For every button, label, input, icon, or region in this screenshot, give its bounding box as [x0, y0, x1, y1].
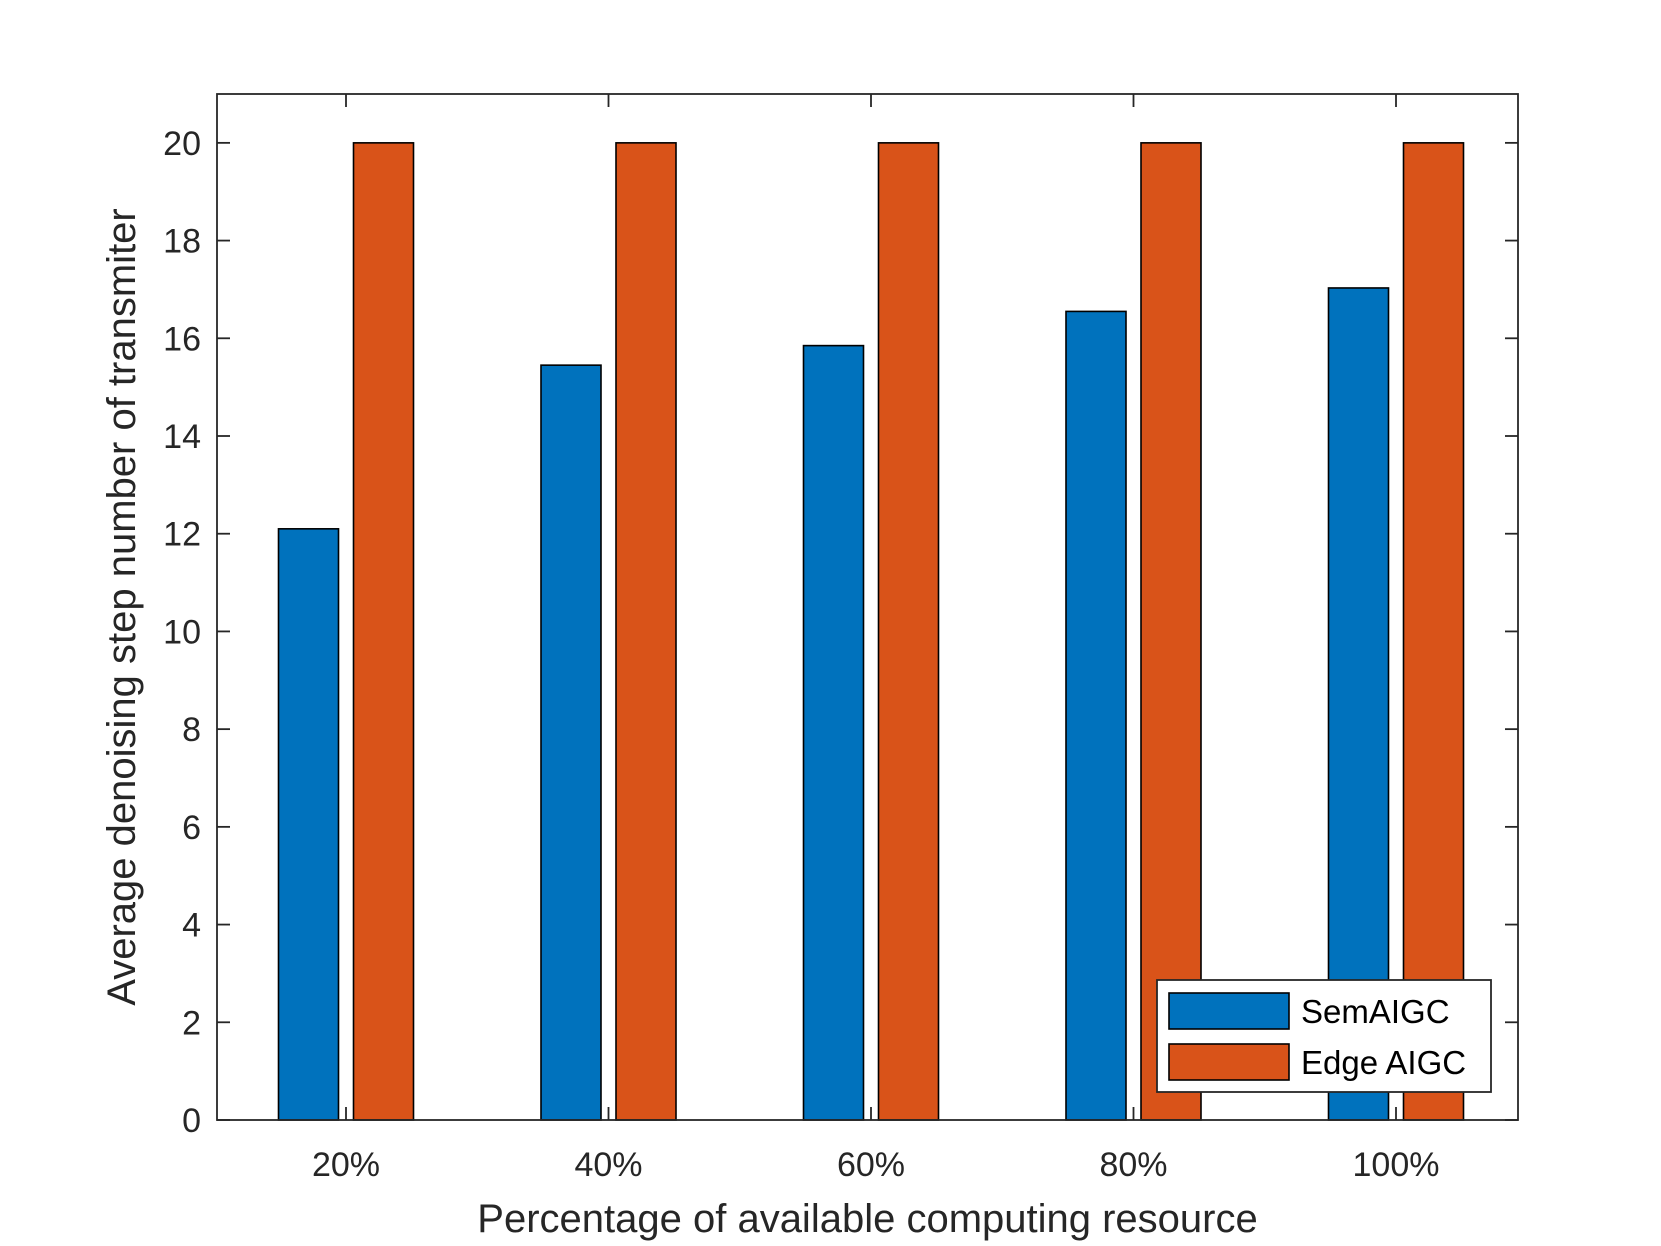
legend: SemAIGC Edge AIGC [1156, 979, 1492, 1093]
bar-semaigc-20pct [277, 528, 340, 1121]
plot-area-box [216, 93, 1519, 1121]
bar-edge-aigc-40pct [615, 142, 677, 1121]
y-tick-label: 18 [163, 223, 201, 261]
legend-swatch-semaigc [1168, 992, 1290, 1030]
x-tick-label: 40% [574, 1146, 642, 1184]
x-tick-label: 20% [312, 1146, 380, 1184]
y-tick-label: 10 [163, 613, 201, 651]
bar-semaigc-60pct [802, 344, 865, 1121]
y-tick-label: 8 [182, 711, 201, 749]
y-tick-label: 16 [163, 320, 201, 358]
x-tick-label: 100% [1353, 1146, 1440, 1184]
y-axis-label: Average denoising step number of transmi… [100, 208, 144, 1005]
bar-semaigc-80pct [1065, 310, 1127, 1121]
bar-edge-aigc-60pct [877, 142, 940, 1121]
y-tick-label: 20 [163, 125, 201, 163]
x-axis-label: Percentage of available computing resour… [477, 1197, 1257, 1241]
y-tick-label: 0 [182, 1102, 201, 1140]
x-tick-label: 60% [837, 1146, 905, 1184]
x-tick-label: 80% [1099, 1146, 1167, 1184]
y-tick-label: 6 [182, 809, 201, 847]
bar-edge-aigc-20pct [352, 142, 415, 1121]
y-tick-label: 12 [163, 516, 201, 554]
y-tick-label: 4 [182, 907, 201, 945]
legend-label-semaigc: SemAIGC [1301, 993, 1450, 1030]
legend-swatch-edge-aigc [1168, 1043, 1290, 1081]
y-tick-label: 2 [182, 1004, 201, 1042]
bars-group [277, 142, 1465, 1121]
bar-edge-aigc-80pct [1140, 142, 1202, 1121]
y-tick-label: 14 [163, 418, 201, 456]
legend-label-edge-aigc: Edge AIGC [1301, 1044, 1466, 1081]
bar-semaigc-40pct [540, 364, 602, 1121]
bar-edge-aigc-100pct [1402, 142, 1465, 1121]
axes-group: 0 2 4 6 8 10 12 14 16 18 20 20% 40% 60% 80% 100% [163, 93, 1519, 1184]
